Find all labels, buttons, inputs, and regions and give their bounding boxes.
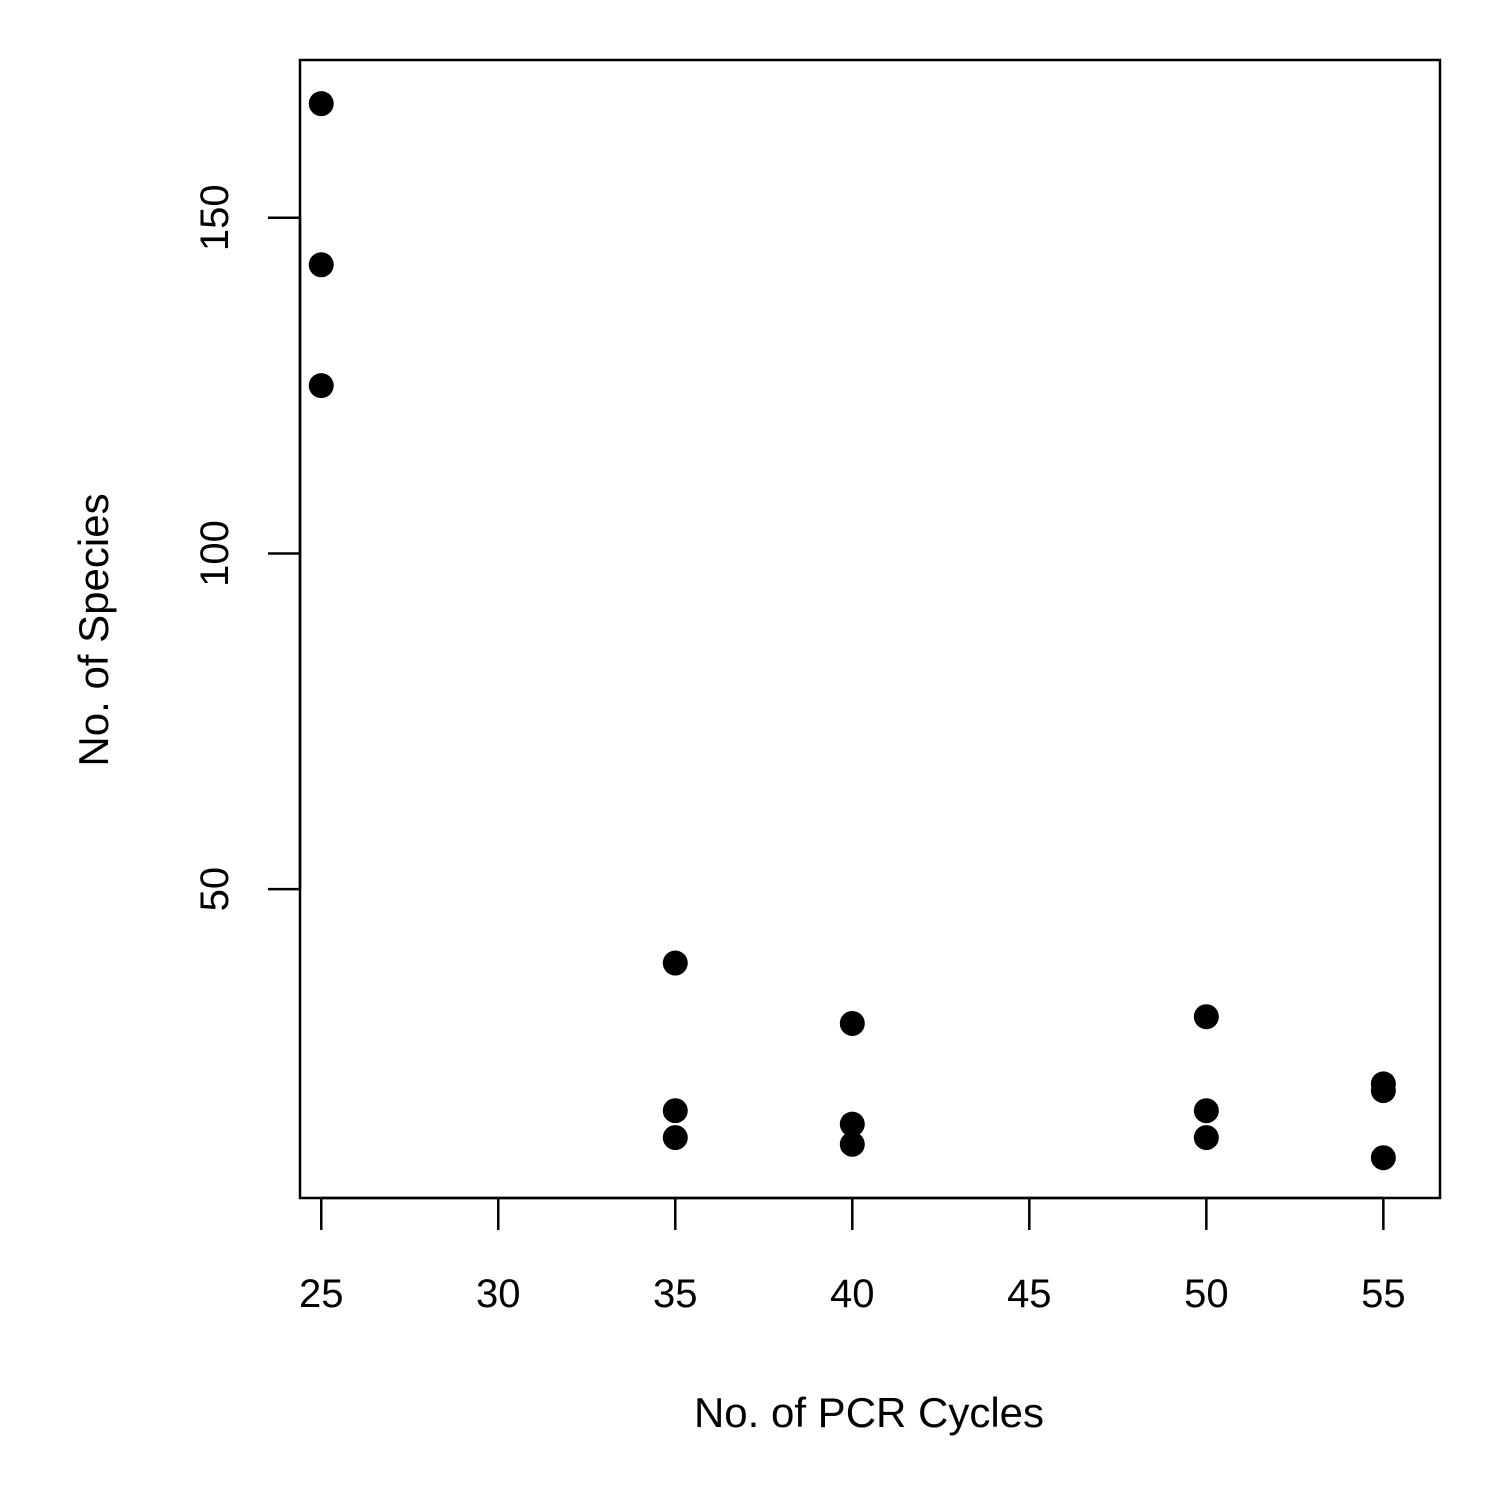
- data-point: [839, 1010, 865, 1036]
- x-tick-label: 50: [1184, 1272, 1229, 1316]
- x-tick-label: 55: [1361, 1272, 1406, 1316]
- data-point: [1193, 1125, 1219, 1151]
- data-point: [1193, 1004, 1219, 1030]
- x-tick-label: 45: [1007, 1272, 1052, 1316]
- x-tick-label: 40: [830, 1272, 875, 1316]
- data-point: [1370, 1078, 1396, 1104]
- x-axis: 25 30 35 40 45 50 55: [299, 1196, 1406, 1316]
- y-tick-label: 50: [193, 867, 237, 912]
- data-point: [308, 91, 334, 117]
- data-point: [662, 950, 688, 976]
- y-axis-title: No. of Species: [70, 493, 117, 766]
- data-point: [662, 1098, 688, 1124]
- data-point: [1193, 1098, 1219, 1124]
- data-point: [839, 1131, 865, 1157]
- y-tick-label: 100: [193, 520, 237, 587]
- data-point: [1370, 1145, 1396, 1171]
- y-tick-label: 150: [193, 184, 237, 251]
- data-point: [308, 252, 334, 278]
- x-tick-label: 35: [653, 1272, 698, 1316]
- data-point: [662, 1125, 688, 1151]
- data-point: [839, 1111, 865, 1137]
- x-tick-label: 30: [476, 1272, 521, 1316]
- x-axis-title: No. of PCR Cycles: [694, 1389, 1044, 1436]
- points-layer: [308, 91, 1396, 1171]
- data-point: [308, 373, 334, 399]
- x-tick-label: 25: [299, 1272, 344, 1316]
- y-axis: 50 100 150: [193, 184, 302, 912]
